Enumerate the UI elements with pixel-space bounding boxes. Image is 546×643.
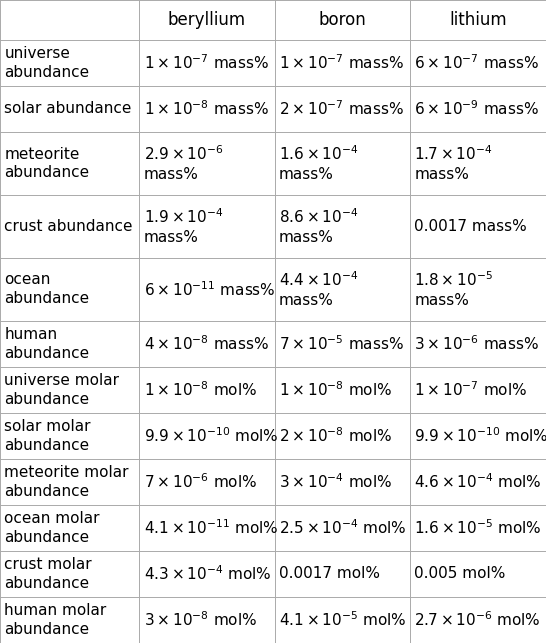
Text: 0.0017 mol%: 0.0017 mol% (279, 566, 380, 581)
Text: $7\times10^{-5}$ mass%: $7\times10^{-5}$ mass% (279, 334, 404, 353)
Text: crust abundance: crust abundance (4, 219, 133, 234)
Text: $3\times10^{-4}$ mol%: $3\times10^{-4}$ mol% (279, 473, 392, 491)
Text: $1.8\times10^{-5}$
mass%: $1.8\times10^{-5}$ mass% (414, 271, 493, 308)
Text: human molar
abundance: human molar abundance (4, 603, 106, 637)
Text: $4\times10^{-8}$ mass%: $4\times10^{-8}$ mass% (144, 334, 269, 353)
Text: $9.9\times10^{-10}$ mol%: $9.9\times10^{-10}$ mol% (414, 426, 546, 445)
Text: $1.7\times10^{-4}$
mass%: $1.7\times10^{-4}$ mass% (414, 145, 493, 182)
Text: $2.7\times10^{-6}$ mol%: $2.7\times10^{-6}$ mol% (414, 611, 541, 629)
Text: $1\times10^{-8}$ mass%: $1\times10^{-8}$ mass% (144, 100, 269, 118)
Text: $6\times10^{-9}$ mass%: $6\times10^{-9}$ mass% (414, 100, 539, 118)
Text: meteorite
abundance: meteorite abundance (4, 147, 90, 180)
Text: $4.1\times10^{-11}$ mol%: $4.1\times10^{-11}$ mol% (144, 518, 278, 538)
Text: $1.6\times10^{-5}$ mol%: $1.6\times10^{-5}$ mol% (414, 518, 542, 538)
Text: ocean molar
abundance: ocean molar abundance (4, 511, 100, 545)
Text: $7\times10^{-6}$ mol%: $7\times10^{-6}$ mol% (144, 473, 257, 491)
Text: $2.5\times10^{-4}$ mol%: $2.5\times10^{-4}$ mol% (279, 518, 407, 538)
Text: $1\times10^{-7}$ mass%: $1\times10^{-7}$ mass% (279, 53, 404, 72)
Text: beryllium: beryllium (168, 11, 246, 29)
Text: $1.9\times10^{-4}$
mass%: $1.9\times10^{-4}$ mass% (144, 208, 223, 245)
Text: crust molar
abundance: crust molar abundance (4, 557, 92, 591)
Text: universe
abundance: universe abundance (4, 46, 90, 80)
Text: $4.3\times10^{-4}$ mol%: $4.3\times10^{-4}$ mol% (144, 565, 271, 583)
Text: $1\times10^{-8}$ mol%: $1\times10^{-8}$ mol% (144, 381, 257, 399)
Text: meteorite molar
abundance: meteorite molar abundance (4, 465, 129, 499)
Text: $4.4\times10^{-4}$
mass%: $4.4\times10^{-4}$ mass% (279, 271, 359, 308)
Text: human
abundance: human abundance (4, 327, 90, 361)
Text: ocean
abundance: ocean abundance (4, 273, 90, 306)
Text: $6\times10^{-7}$ mass%: $6\times10^{-7}$ mass% (414, 53, 539, 72)
Text: $1\times10^{-7}$ mass%: $1\times10^{-7}$ mass% (144, 53, 269, 72)
Text: $2\times10^{-7}$ mass%: $2\times10^{-7}$ mass% (279, 100, 404, 118)
Text: $4.1\times10^{-5}$ mol%: $4.1\times10^{-5}$ mol% (279, 611, 407, 629)
Text: $4.6\times10^{-4}$ mol%: $4.6\times10^{-4}$ mol% (414, 473, 542, 491)
Text: $1\times10^{-8}$ mol%: $1\times10^{-8}$ mol% (279, 381, 392, 399)
Text: solar molar
abundance: solar molar abundance (4, 419, 91, 453)
Text: $2\times10^{-8}$ mol%: $2\times10^{-8}$ mol% (279, 426, 392, 445)
Text: $3\times10^{-8}$ mol%: $3\times10^{-8}$ mol% (144, 611, 257, 629)
Text: lithium: lithium (449, 11, 507, 29)
Text: $1\times10^{-7}$ mol%: $1\times10^{-7}$ mol% (414, 381, 527, 399)
Text: 0.005 mol%: 0.005 mol% (414, 566, 506, 581)
Text: $6\times10^{-11}$ mass%: $6\times10^{-11}$ mass% (144, 280, 275, 298)
Text: $8.6\times10^{-4}$
mass%: $8.6\times10^{-4}$ mass% (279, 208, 359, 245)
Text: universe molar
abundance: universe molar abundance (4, 373, 120, 406)
Text: $1.6\times10^{-4}$
mass%: $1.6\times10^{-4}$ mass% (279, 145, 359, 182)
Text: solar abundance: solar abundance (4, 102, 132, 116)
Text: $9.9\times10^{-10}$ mol%: $9.9\times10^{-10}$ mol% (144, 426, 278, 445)
Text: $2.9\times10^{-6}$
mass%: $2.9\times10^{-6}$ mass% (144, 145, 223, 182)
Text: 0.0017 mass%: 0.0017 mass% (414, 219, 527, 234)
Text: $3\times10^{-6}$ mass%: $3\times10^{-6}$ mass% (414, 334, 539, 353)
Text: boron: boron (318, 11, 366, 29)
